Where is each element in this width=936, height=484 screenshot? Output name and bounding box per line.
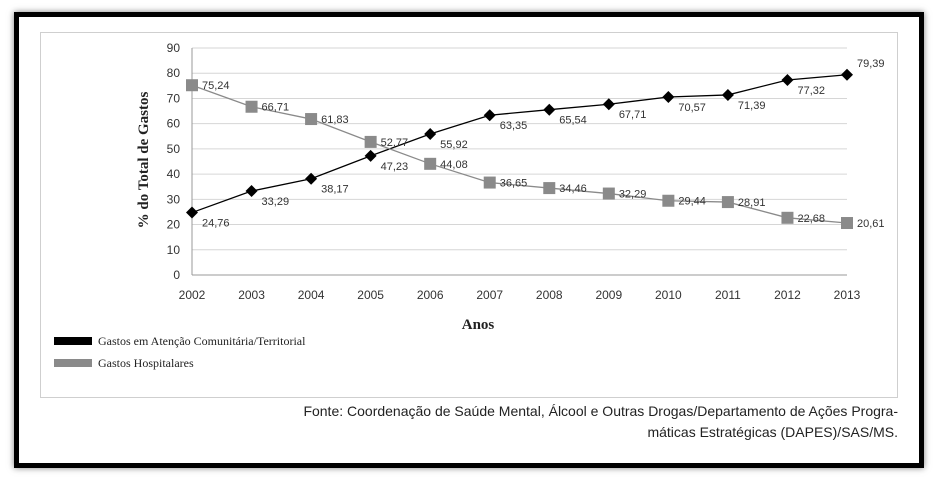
point-community-2004 bbox=[305, 172, 318, 185]
data-label-hospital-2007: 36,65 bbox=[500, 178, 528, 190]
series-line-1 bbox=[191, 84, 848, 224]
point-hospital-2005 bbox=[364, 135, 377, 148]
data-label-community-2005: 47,23 bbox=[381, 161, 409, 173]
x-tick-label-2007: 2007 bbox=[476, 288, 503, 302]
source-note: Fonte: Coordenação de Saúde Mental, Álco… bbox=[30, 401, 898, 443]
legend-label-community: Gastos em Atenção Comunitária/Territoria… bbox=[98, 333, 306, 348]
y-tick-label-0: 0 bbox=[173, 268, 180, 282]
data-label-hospital-2010: 29,44 bbox=[678, 196, 706, 208]
point-hospital-2011 bbox=[721, 196, 734, 209]
legend-swatch-community bbox=[54, 337, 92, 345]
point-community-2008 bbox=[543, 103, 556, 116]
data-label-hospital-2008: 34,46 bbox=[559, 183, 587, 195]
point-hospital-2008 bbox=[543, 182, 556, 195]
point-community-2013 bbox=[841, 68, 853, 81]
data-label-community-2013: 79,39 bbox=[857, 58, 885, 70]
x-tick-label-2009: 2009 bbox=[595, 288, 622, 302]
data-label-community-2011: 71,39 bbox=[738, 100, 766, 112]
tick-layer: 0 10 20 30 40 50 60 70 80 90 2002 2003 2004 2005 2006 2… bbox=[167, 41, 861, 302]
data-label-hospital-2013: 20,61 bbox=[857, 218, 885, 230]
x-tick-label-2008: 2008 bbox=[536, 288, 563, 302]
point-community-2009 bbox=[602, 98, 615, 111]
point-community-2012 bbox=[781, 73, 794, 86]
legend-item-community: Gastos em Atenção Comunitária/Territoria… bbox=[54, 330, 305, 352]
data-label-layer: 24,76 33,29 38,17 47,23 55,92 63,35 65,54 67,71… bbox=[202, 58, 885, 230]
x-axis-label: Anos bbox=[462, 317, 495, 333]
series-layer bbox=[186, 68, 853, 230]
x-tick-label-2011: 2011 bbox=[715, 288, 741, 302]
source-line-1: Fonte: Coordenação de Saúde Mental, Álco… bbox=[303, 403, 898, 419]
chart-panel bbox=[40, 32, 898, 398]
point-hospital-2007 bbox=[483, 176, 496, 189]
source-line-2: máticas Estratégicas (DAPES)/SAS/MS. bbox=[647, 424, 898, 440]
data-label-community-2012: 77,32 bbox=[797, 85, 825, 97]
point-community-2003 bbox=[245, 185, 258, 198]
series-line-0 bbox=[191, 74, 848, 214]
point-community-2005 bbox=[364, 149, 377, 162]
data-label-hospital-2006: 44,08 bbox=[440, 159, 468, 171]
y-tick-label-80: 80 bbox=[167, 66, 181, 80]
data-label-hospital-2003: 66,71 bbox=[262, 102, 290, 114]
point-hospital-2012 bbox=[781, 211, 794, 224]
data-label-community-2003: 33,29 bbox=[262, 196, 290, 208]
data-label-community-2004: 38,17 bbox=[321, 184, 349, 196]
data-label-hospital-2012: 22,68 bbox=[797, 213, 825, 225]
y-tick-label-60: 60 bbox=[167, 117, 181, 131]
x-tick-label-2006: 2006 bbox=[417, 288, 444, 302]
legend-item-hospital: Gastos Hospitalares bbox=[54, 352, 305, 374]
y-tick-label-90: 90 bbox=[167, 41, 181, 55]
grid-layer bbox=[191, 47, 847, 276]
data-label-hospital-2011: 28,91 bbox=[738, 197, 766, 209]
data-label-community-2008: 65,54 bbox=[559, 115, 587, 127]
point-hospital-2003 bbox=[245, 100, 258, 113]
x-tick-label-2010: 2010 bbox=[655, 288, 682, 302]
y-tick-label-40: 40 bbox=[167, 167, 181, 181]
x-tick-label-2003: 2003 bbox=[238, 288, 265, 302]
y-tick-label-30: 30 bbox=[167, 192, 181, 206]
point-hospital-2004 bbox=[305, 113, 318, 126]
legend-swatch-hospital bbox=[54, 359, 92, 367]
point-hospital-2013 bbox=[841, 217, 853, 230]
data-label-community-2006: 55,92 bbox=[440, 139, 468, 151]
data-label-community-2007: 63,35 bbox=[500, 120, 528, 132]
point-community-2010 bbox=[662, 91, 675, 104]
y-tick-label-20: 20 bbox=[167, 218, 181, 232]
y-tick-label-70: 70 bbox=[167, 91, 181, 105]
legend: Gastos em Atenção Comunitária/Territoria… bbox=[54, 330, 305, 374]
point-community-2011 bbox=[721, 88, 734, 101]
y-axis-label: % do Total de Gastos bbox=[136, 91, 152, 228]
point-community-2006 bbox=[424, 127, 437, 140]
legend-label-hospital: Gastos Hospitalares bbox=[98, 355, 194, 370]
data-label-hospital-2002: 75,24 bbox=[202, 80, 230, 92]
point-hospital-2002 bbox=[186, 79, 198, 92]
data-label-community-2010: 70,57 bbox=[678, 102, 706, 114]
data-label-hospital-2004: 61,83 bbox=[321, 114, 349, 126]
point-hospital-2009 bbox=[602, 187, 615, 200]
x-tick-label-2012: 2012 bbox=[774, 288, 801, 302]
data-label-community-2002: 24,76 bbox=[202, 218, 230, 230]
x-tick-label-2005: 2005 bbox=[357, 288, 384, 302]
y-tick-label-10: 10 bbox=[167, 243, 181, 257]
x-tick-label-2004: 2004 bbox=[298, 288, 325, 302]
x-tick-label-2013: 2013 bbox=[834, 288, 861, 302]
data-label-hospital-2005: 52,77 bbox=[381, 137, 409, 149]
x-tick-label-2002: 2002 bbox=[179, 288, 206, 302]
data-label-community-2009: 67,71 bbox=[619, 109, 647, 121]
point-hospital-2006 bbox=[424, 157, 437, 170]
point-community-2002 bbox=[186, 206, 198, 219]
point-hospital-2010 bbox=[662, 194, 675, 207]
data-label-hospital-2009: 32,29 bbox=[619, 189, 647, 201]
point-community-2007 bbox=[483, 109, 496, 122]
y-tick-label-50: 50 bbox=[167, 142, 181, 156]
